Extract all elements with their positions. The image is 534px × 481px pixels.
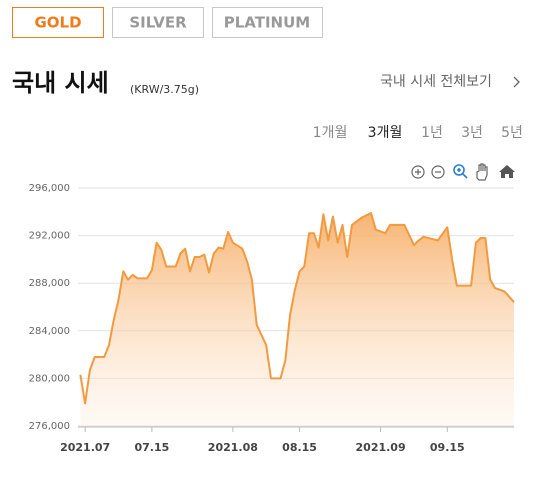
y-tick-label: 296,000 xyxy=(29,183,70,194)
x-tick-label: 09.15 xyxy=(430,441,465,454)
x-tick-label: 2021.09 xyxy=(356,441,406,454)
view-all-link[interactable]: 국내 시세 전체보기 xyxy=(380,74,520,90)
tab-platinum[interactable]: PLATINUM xyxy=(212,7,323,38)
chevron-icon xyxy=(513,76,520,88)
period-button-selected[interactable]: 3개월 xyxy=(368,125,403,141)
link-label: 국내 시세 전체보기 xyxy=(380,74,492,90)
tab-gold[interactable]: GOLD xyxy=(12,7,104,38)
tab-border xyxy=(112,7,204,38)
period-button[interactable]: 1개월 xyxy=(313,125,348,141)
zoom-out-button[interactable] xyxy=(431,165,445,179)
x-tick-label: 08.15 xyxy=(282,441,317,454)
reset-zoom-button[interactable] xyxy=(499,165,515,178)
tab-border xyxy=(12,7,104,38)
y-tick-label: 284,000 xyxy=(29,326,70,337)
y-tick-label: 276,000 xyxy=(29,421,70,432)
x-tick-label: 2021.08 xyxy=(208,441,258,454)
period-button[interactable]: 1년 xyxy=(421,125,443,141)
tab-label: GOLD xyxy=(34,14,81,32)
period-button[interactable]: 3년 xyxy=(461,125,483,141)
price-line xyxy=(79,212,515,405)
tab-silver[interactable]: SILVER xyxy=(112,7,204,38)
x-tick-label: 2021.07 xyxy=(60,441,110,454)
zoom-in-button[interactable] xyxy=(411,165,425,179)
tab-label: SILVER xyxy=(129,14,187,32)
pan-button[interactable] xyxy=(476,163,488,181)
unit-label: (KRW/3.75g) xyxy=(130,83,199,96)
y-tick-label: 288,000 xyxy=(29,278,70,289)
page-title: 국내 시세 xyxy=(12,69,109,97)
tab-border xyxy=(212,7,323,38)
period-button[interactable]: 5년 xyxy=(501,125,523,141)
tab-label: PLATINUM xyxy=(224,14,310,32)
y-tick-label: 280,000 xyxy=(29,373,70,384)
zoom-select-button[interactable] xyxy=(453,164,468,179)
x-tick-label: 07.15 xyxy=(134,441,169,454)
y-tick-label: 292,000 xyxy=(29,231,70,242)
plot-area: 276,000 280,000 284,000 288,000 292,000 296,0… xyxy=(29,183,515,454)
